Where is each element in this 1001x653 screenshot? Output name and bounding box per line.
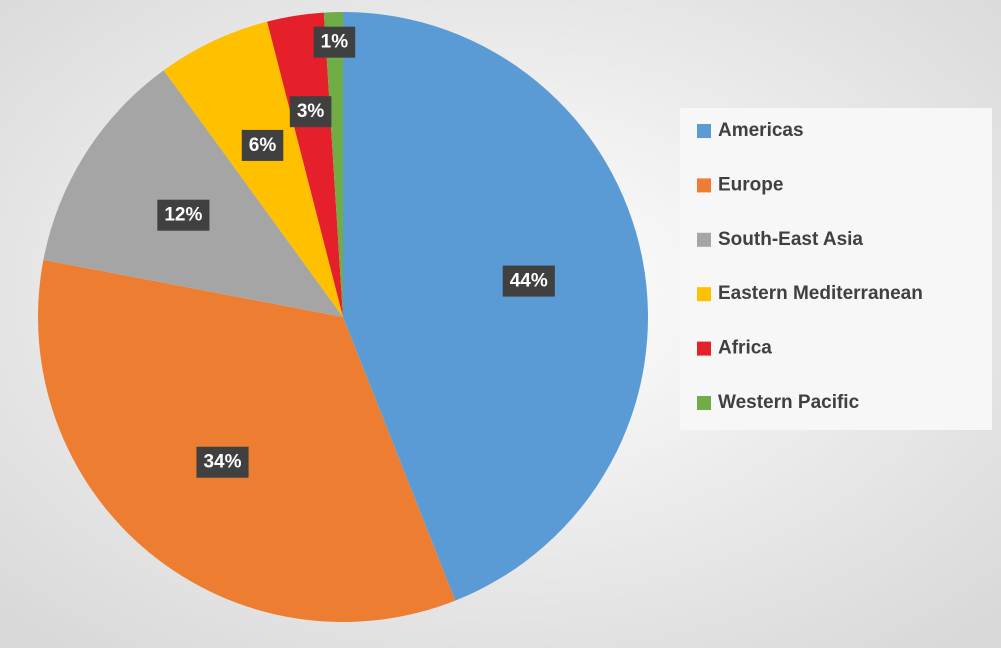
pie-slice (43, 70, 343, 317)
data-label-box (289, 96, 332, 128)
data-label-box (196, 446, 249, 478)
legend-label: Americas (718, 120, 804, 141)
data-label: 12% (164, 205, 202, 226)
pie-slice (163, 21, 343, 318)
legend-label: Africa (718, 338, 772, 359)
legend-box (680, 108, 992, 430)
data-label-box (157, 199, 210, 231)
legend-swatch (697, 232, 711, 247)
legend-label: Western Pacific (718, 392, 860, 413)
data-label-box (241, 129, 284, 161)
legend-label: South-East Asia (718, 229, 863, 250)
data-label: 44% (510, 271, 548, 292)
legend-swatch (697, 341, 711, 356)
pie-slice (323, 12, 343, 317)
data-label: 34% (203, 452, 241, 473)
data-label: 3% (297, 101, 325, 122)
data-label: 1% (321, 32, 349, 53)
pie-slice (37, 259, 456, 622)
legend-swatch (697, 396, 711, 410)
legend-label: Europe (718, 174, 783, 195)
legend-swatch (697, 124, 711, 138)
data-label-box (502, 265, 555, 297)
legend-swatch (697, 178, 711, 193)
legend-swatch (697, 287, 711, 302)
data-label: 6% (249, 135, 277, 156)
legend-label: Eastern Mediterranean (718, 283, 923, 304)
data-label-box (313, 26, 356, 58)
pie-slice (343, 12, 649, 601)
pie-slice (267, 12, 343, 318)
